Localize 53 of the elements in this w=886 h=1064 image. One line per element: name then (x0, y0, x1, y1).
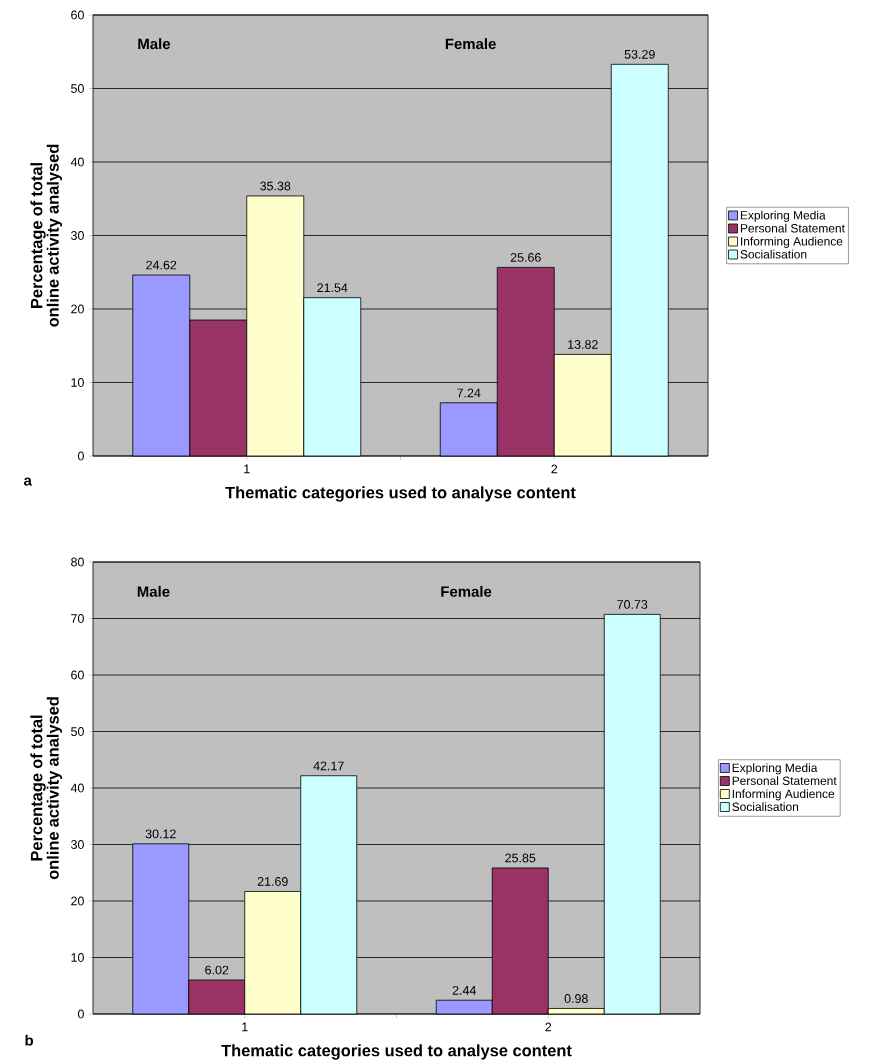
legend-label: Personal Statement (732, 776, 837, 785)
data-label: 25.66 (510, 253, 541, 262)
legend-label: Socialisation (732, 802, 799, 812)
legend-label: Informing Audience (732, 789, 835, 801)
data-label: 53.29 (624, 49, 655, 59)
y-tick-label: 0 (77, 451, 84, 461)
data-label: 2.44 (452, 985, 477, 995)
annotation: Male (137, 585, 170, 597)
data-label: 21.54 (317, 283, 348, 293)
data-label: 70.73 (617, 600, 648, 609)
y-tick-label: 60 (71, 10, 84, 20)
x-axis-title: Thematic categories used to analyse content (225, 486, 576, 502)
data-label: 0.98 (564, 994, 588, 1003)
legend-label: Exploring Media (740, 210, 826, 222)
data-label: 13.82 (568, 340, 598, 349)
legend-label: Informing Audience (741, 236, 843, 248)
x-axis-title: Thematic categories used to analyse content (221, 1044, 572, 1060)
y-tick-label: 50 (71, 84, 84, 93)
y-tick-label: 20 (71, 896, 84, 906)
annotation: Female (445, 38, 496, 50)
data-label: 35.38 (260, 181, 291, 191)
data-label: 7.24 (457, 388, 481, 398)
data-label: 6.02 (205, 965, 229, 975)
y-tick-label: 10 (71, 378, 84, 387)
y-tick-label: 60 (71, 670, 84, 680)
legend-label: Exploring Media (732, 763, 818, 775)
y-tick-label: 50 (71, 727, 84, 736)
y-tick-label: 30 (71, 231, 84, 240)
annotation: Female (441, 585, 492, 597)
data-label: 42.17 (313, 761, 344, 771)
x-tick-label: 1 (244, 464, 250, 474)
data-label: 25.85 (505, 853, 536, 863)
y-tick-label: 80 (71, 557, 84, 567)
y-axis-title: Percentage of total online activity analysed (30, 697, 63, 880)
text: a (23, 477, 32, 486)
legend-label: Personal Statement (740, 223, 845, 233)
y-tick-label: 0 (77, 1009, 84, 1019)
x-tick-label: 2 (551, 464, 558, 474)
data-label: 30.12 (145, 829, 176, 839)
annotation: Male (138, 38, 171, 50)
y-axis-title: Percentage of total online activity analysed (30, 144, 63, 327)
y-tick-label: 40 (70, 157, 84, 167)
y-tick-label: 10 (71, 953, 84, 962)
y-tick-label: 20 (71, 304, 84, 314)
x-tick-label: 1 (242, 1022, 248, 1032)
y-tick-label: 40 (70, 783, 84, 793)
text: b (25, 1034, 34, 1046)
data-label: 24.62 (146, 260, 177, 270)
legend-label: Socialisation (740, 249, 807, 259)
y-tick-label: 70 (71, 614, 84, 623)
y-tick-label: 30 (71, 840, 84, 849)
x-tick-label: 2 (545, 1022, 552, 1032)
data-label: 21.69 (257, 877, 288, 886)
